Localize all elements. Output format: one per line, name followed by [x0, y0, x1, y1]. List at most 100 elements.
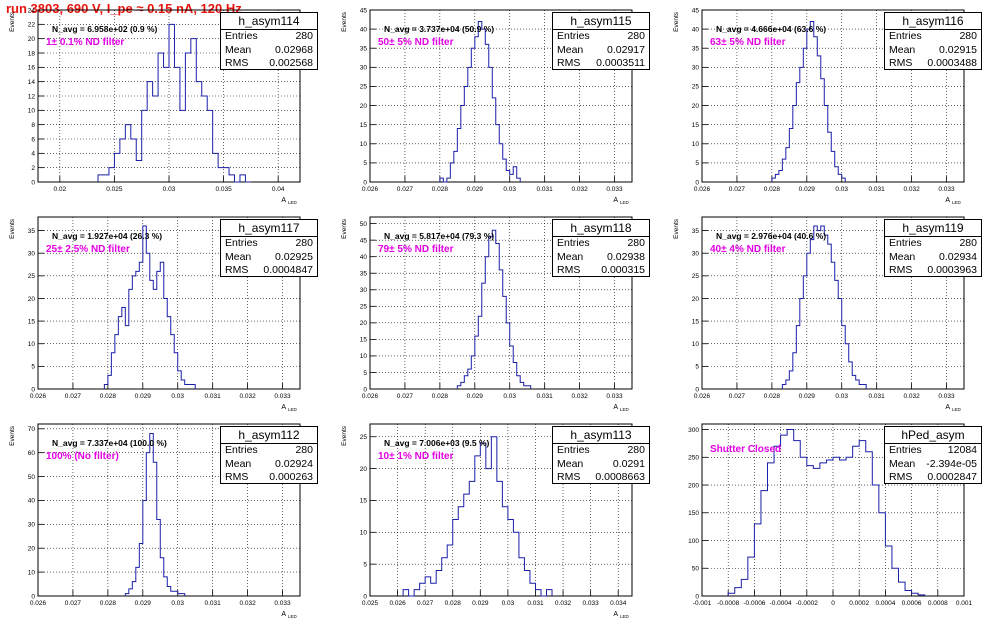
- x-tick-label: 0.035: [215, 186, 232, 193]
- x-tick-label: 0.029: [472, 600, 489, 607]
- x-tick-label: -0.001: [693, 600, 712, 607]
- stats-row-rms: RMS 0.0008663: [553, 471, 649, 485]
- y-tick-label: 40: [692, 26, 700, 33]
- x-tick-label: 0.03: [163, 186, 176, 193]
- x-tick-label: 0.001: [956, 600, 973, 607]
- stats-row-mean: Mean 0.0291: [553, 458, 649, 472]
- x-tick-label: 0.031: [869, 393, 886, 400]
- y-tick-label: 150: [688, 510, 699, 517]
- stats-row-entries: Entries 280: [553, 237, 649, 251]
- filter-label: Shutter Closed: [710, 444, 782, 455]
- x-tick-label: 0.031: [527, 600, 544, 607]
- stats-label: Entries: [557, 237, 590, 249]
- y-tick-label: 25: [692, 273, 700, 280]
- x-axis-label: A: [281, 197, 286, 204]
- y-tick-label: 20: [360, 466, 368, 473]
- y-tick-label: 10: [28, 569, 36, 576]
- x-axis-label-sub: LED: [620, 200, 630, 205]
- y-tick-label: 45: [692, 7, 700, 14]
- x-axis-label: A: [613, 611, 618, 618]
- stats-value: 0.02925: [275, 250, 313, 263]
- stats-value: 0.02968: [275, 43, 313, 56]
- navg-annotation: N_avg = 6.958e+02 (0.9 %): [52, 24, 158, 34]
- y-tick-label: 20: [28, 296, 36, 303]
- histogram-svg: 0.026 0.027 0.028 0.029 0.03 0.031 0.032 0.033 0…: [9, 423, 301, 619]
- y-tick-label: 10: [28, 341, 36, 348]
- histogram-outline: [97, 23, 251, 183]
- y-tick-label: 10: [360, 530, 368, 537]
- y-axis-label: Events: [9, 218, 16, 239]
- x-tick-label: 0.028: [764, 186, 781, 193]
- histogram-name: h_asym119: [885, 220, 981, 237]
- y-tick-label: 35: [692, 228, 700, 235]
- stats-value: 0.0291: [612, 457, 645, 470]
- y-tick-label: 10: [692, 341, 700, 348]
- x-tick-label: 0: [831, 600, 835, 607]
- x-axis-label: A: [613, 404, 618, 411]
- stats-row-rms: RMS 0.0004847: [221, 264, 317, 278]
- x-tick-label: 0.03: [503, 186, 516, 193]
- x-tick-label: 0.033: [606, 186, 623, 193]
- y-axis-label: Events: [9, 425, 16, 446]
- y-axis-label: Events: [341, 11, 348, 32]
- stats-row-mean: Mean -2.394e-05: [885, 458, 981, 472]
- y-tick-label: 5: [31, 364, 35, 371]
- x-axis-label-sub: LED: [288, 614, 298, 619]
- y-tick-label: 20: [360, 103, 368, 110]
- stats-value: 280: [627, 237, 645, 249]
- histogram-name: h_asym112: [221, 427, 317, 444]
- stats-row-entries: Entries 280: [553, 444, 649, 458]
- x-tick-label: 0.029: [135, 600, 152, 607]
- x-axis-label-sub: LED: [288, 200, 298, 205]
- stats-label: Entries: [889, 237, 922, 249]
- y-tick-label: 40: [28, 498, 36, 505]
- histogram-outline: [781, 225, 867, 389]
- x-tick-label: 0.032: [571, 186, 588, 193]
- navg-annotation: N_avg = 4.666e+04 (63.6 %): [716, 24, 827, 34]
- y-tick-label: 15: [692, 122, 700, 129]
- y-tick-label: 5: [695, 364, 699, 371]
- run-title: run 3803, 690 V, I_pe ≈ 0.15 nA, 120 Hz: [6, 1, 242, 16]
- stats-value: 0.0002847: [927, 471, 977, 483]
- stats-value: 0.02934: [939, 250, 977, 263]
- x-tick-label: 0.031: [537, 393, 554, 400]
- histogram-panel-h_asym113: 0.025 0.026 0.027 0.028 0.029 0.03 0.031 0.032 0…: [332, 414, 664, 621]
- y-tick-label: 0: [363, 179, 367, 186]
- y-tick-label: 12: [28, 93, 36, 100]
- y-tick-label: 14: [28, 79, 36, 86]
- x-tick-label: -0.0002: [796, 600, 818, 607]
- x-tick-label: 0.025: [362, 600, 379, 607]
- x-axis-label: A: [945, 404, 950, 411]
- stats-box: h_asym113 Entries 280 Mean 0.0291 RMS 0.000866…: [552, 426, 650, 484]
- stats-value: 280: [295, 237, 313, 249]
- histogram-panel-hPed_asym: -0.001 -0.0008 -0.0006 -0.0004 -0.0002 0 0.000…: [664, 414, 996, 621]
- x-tick-label: -0.0004: [770, 600, 792, 607]
- x-tick-label: 0.026: [694, 393, 711, 400]
- stats-label: RMS: [557, 471, 581, 483]
- x-tick-label: 0.032: [903, 186, 920, 193]
- histogram-svg: -0.001 -0.0008 -0.0006 -0.0004 -0.0002 0 0.000…: [688, 423, 973, 607]
- y-tick-label: 20: [692, 296, 700, 303]
- histogram-name: h_asym116: [885, 13, 981, 30]
- stats-label: Mean: [889, 457, 916, 470]
- y-axis-label: Events: [341, 425, 348, 446]
- x-axis-label: A: [281, 404, 286, 411]
- plot-frame: [37, 216, 301, 390]
- y-tick-label: 300: [688, 427, 699, 434]
- stats-value: 0.0003488: [927, 57, 977, 69]
- y-tick-label: 20: [692, 103, 700, 110]
- filter-label: 63± 5% ND filter: [710, 37, 786, 48]
- x-tick-label: 0.033: [582, 600, 599, 607]
- histogram-outline: [771, 20, 846, 182]
- x-tick-label: 0.027: [65, 393, 82, 400]
- stats-label: RMS: [889, 264, 913, 276]
- y-tick-label: 15: [28, 318, 36, 325]
- stats-row-mean: Mean 0.02968: [221, 44, 317, 58]
- x-tick-label: 0.0002: [849, 600, 869, 607]
- navg-annotation: N_avg = 1.927e+04 (26.3 %): [52, 231, 163, 241]
- y-tick-label: 4: [31, 151, 35, 158]
- y-tick-label: 35: [28, 228, 36, 235]
- stats-box: h_asym117 Entries 280 Mean 0.02925 RMS 0.00048…: [220, 219, 318, 277]
- x-tick-label: 0.028: [432, 393, 449, 400]
- y-tick-label: 20: [28, 546, 36, 553]
